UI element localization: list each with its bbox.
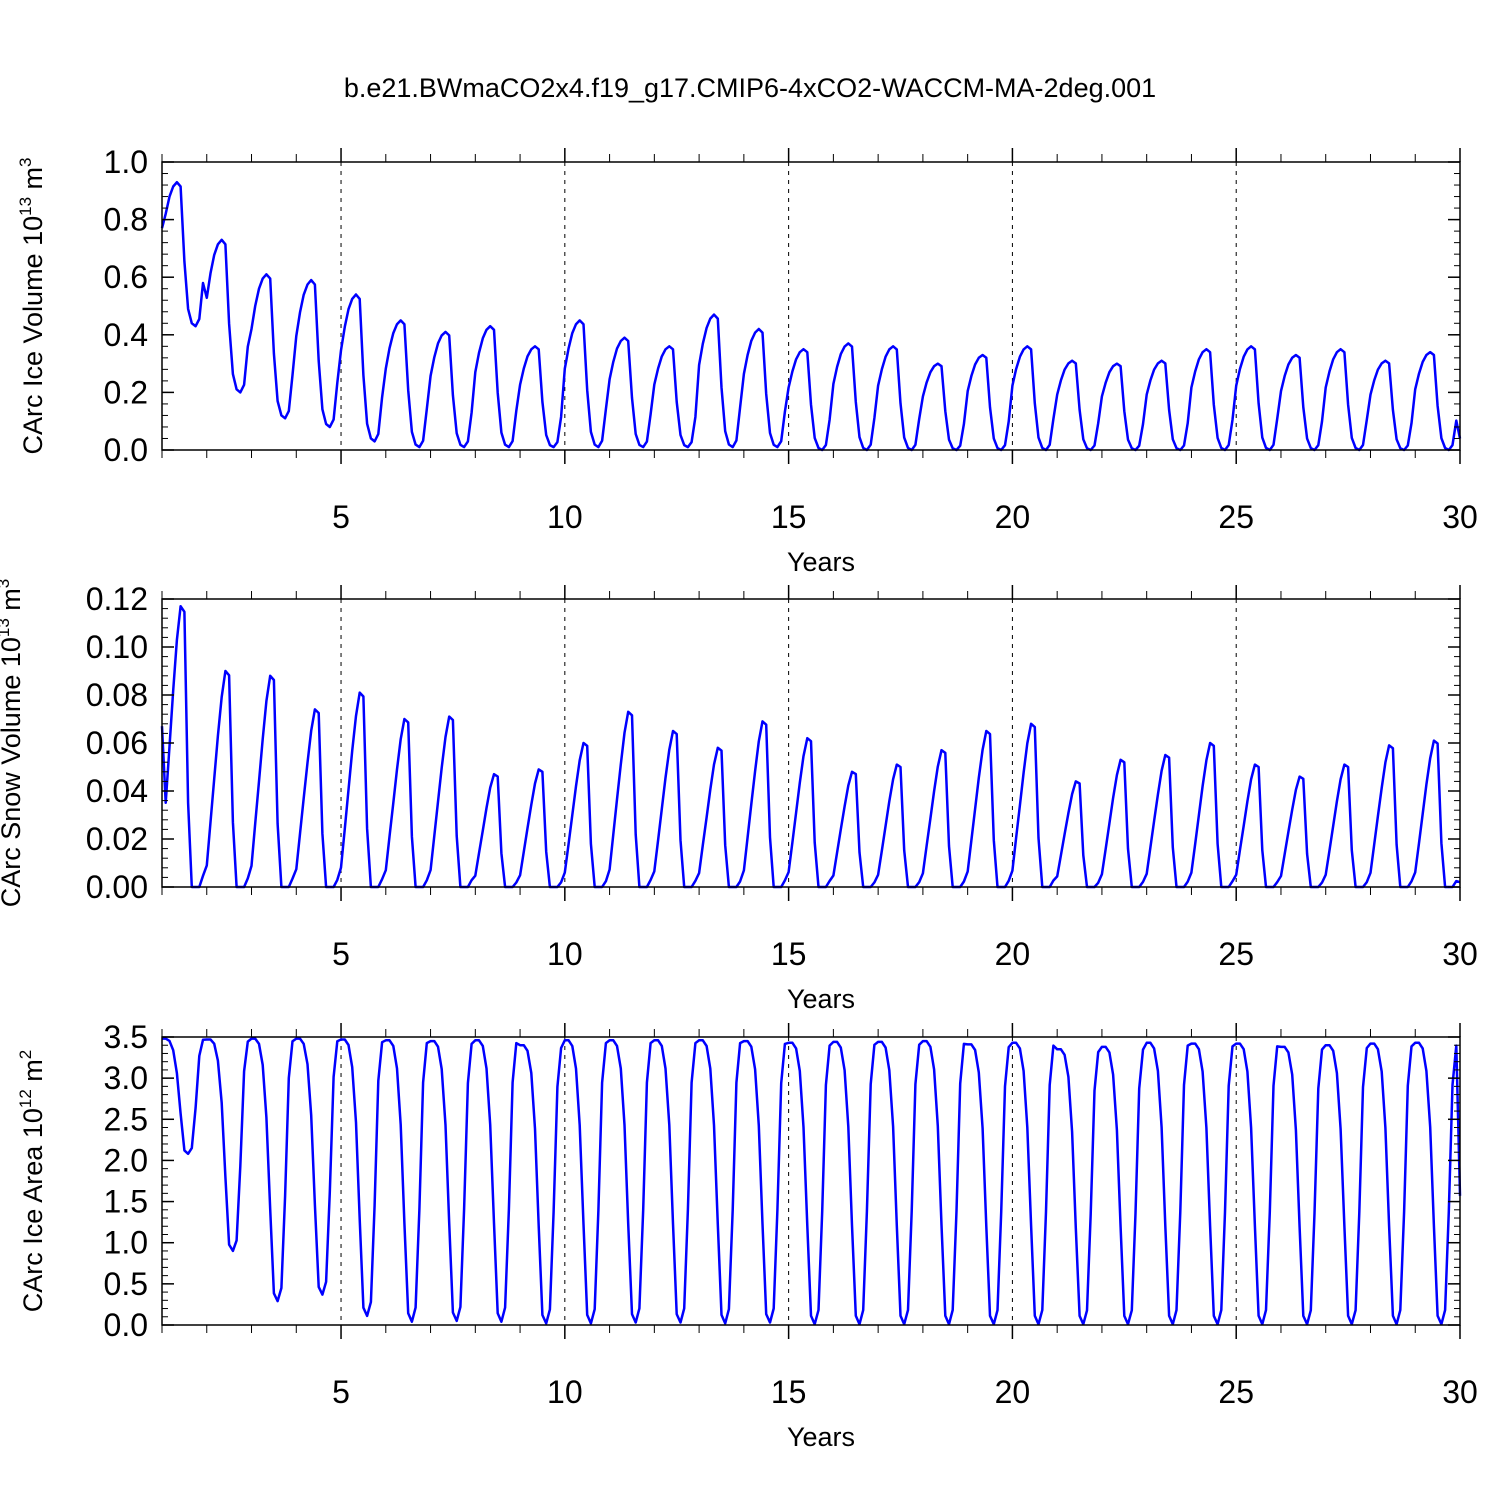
x-tick-label: 30 [1442, 1374, 1478, 1410]
x-tick-label: 20 [995, 499, 1031, 535]
figure-title: b.e21.BWmaCO2x4.f19_g17.CMIP6-4xCO2-WACC… [344, 73, 1156, 103]
y-tick-label: 1.0 [104, 1225, 148, 1261]
x-tick-label: 25 [1218, 936, 1254, 972]
y-tick-label: 0.10 [86, 629, 148, 665]
y-tick-label: 3.5 [104, 1019, 148, 1055]
y-tick-label: 3.0 [104, 1060, 148, 1096]
y-axis-label: CArc Ice Volume 1013 m3 [16, 157, 48, 454]
y-tick-label: 0.5 [104, 1266, 148, 1302]
plots-container: 0.0 0.2 0.4 0.6 0.8 1.0 5 10 15 20 25 30 Years CArc I… [0, 144, 1478, 1452]
y-tick-label: 0.00 [86, 869, 148, 905]
y-tick-label: 0.12 [86, 581, 148, 617]
x-axis-label: Years [787, 547, 855, 577]
x-tick-label: 25 [1218, 499, 1254, 535]
plot-frame [161, 161, 1461, 451]
x-tick-label: 15 [771, 1374, 807, 1410]
y-tick-label: 0.08 [86, 677, 148, 713]
series-line [160, 180, 1462, 452]
y-tick-label: 1.5 [104, 1184, 148, 1220]
y-tick-label: 1.0 [104, 144, 148, 180]
x-axis-label: Years [787, 1422, 855, 1452]
y-tick-label: 0.2 [104, 374, 148, 410]
y-tick-label: 0.8 [104, 202, 148, 238]
y-tick-label: 2.5 [104, 1101, 148, 1137]
y-tick-label: 0.06 [86, 725, 148, 761]
y-tick-label: 0.4 [104, 317, 148, 353]
y-tick-label: 0.6 [104, 259, 148, 295]
y-axis-label: CArc Snow Volume 1013 m3 [0, 579, 26, 908]
y-tick-label: 2.0 [104, 1142, 148, 1178]
x-tick-label: 20 [995, 936, 1031, 972]
x-tick-label: 10 [547, 499, 583, 535]
x-tick-label: 5 [332, 936, 350, 972]
y-tick-label: 0.0 [104, 1307, 148, 1343]
x-tick-label: 5 [332, 499, 350, 535]
series-line [162, 1037, 1462, 1326]
panel-2: 0.00 0.02 0.04 0.06 0.08 0.10 0.12 5 10 15 20 25 30 Y… [0, 579, 1478, 1014]
x-tick-label: 20 [995, 1374, 1031, 1410]
panel-1: 0.0 0.2 0.4 0.6 0.8 1.0 5 10 15 20 25 30 Years CArc I… [16, 144, 1478, 577]
x-tick-label: 30 [1442, 499, 1478, 535]
x-axis-label: Years [787, 984, 855, 1014]
series-line [160, 604, 1461, 889]
plot-frame [161, 1036, 1461, 1326]
x-tick-label: 15 [771, 499, 807, 535]
y-tick-label: 0.02 [86, 821, 148, 857]
panel-3: 0.0 0.5 1.0 1.5 2.0 2.5 3.0 3.5 5 10 15 20 25 30 Years… [16, 1019, 1478, 1452]
x-tick-label: 30 [1442, 936, 1478, 972]
x-tick-label: 25 [1218, 1374, 1254, 1410]
y-tick-label: 0.04 [86, 773, 148, 809]
y-axis-label: CArc Ice Area 1012 m2 [16, 1050, 48, 1313]
x-tick-label: 15 [771, 936, 807, 972]
x-tick-label: 5 [332, 1374, 350, 1410]
y-tick-label: 0.0 [104, 432, 148, 468]
x-tick-label: 10 [547, 1374, 583, 1410]
x-tick-label: 10 [547, 936, 583, 972]
